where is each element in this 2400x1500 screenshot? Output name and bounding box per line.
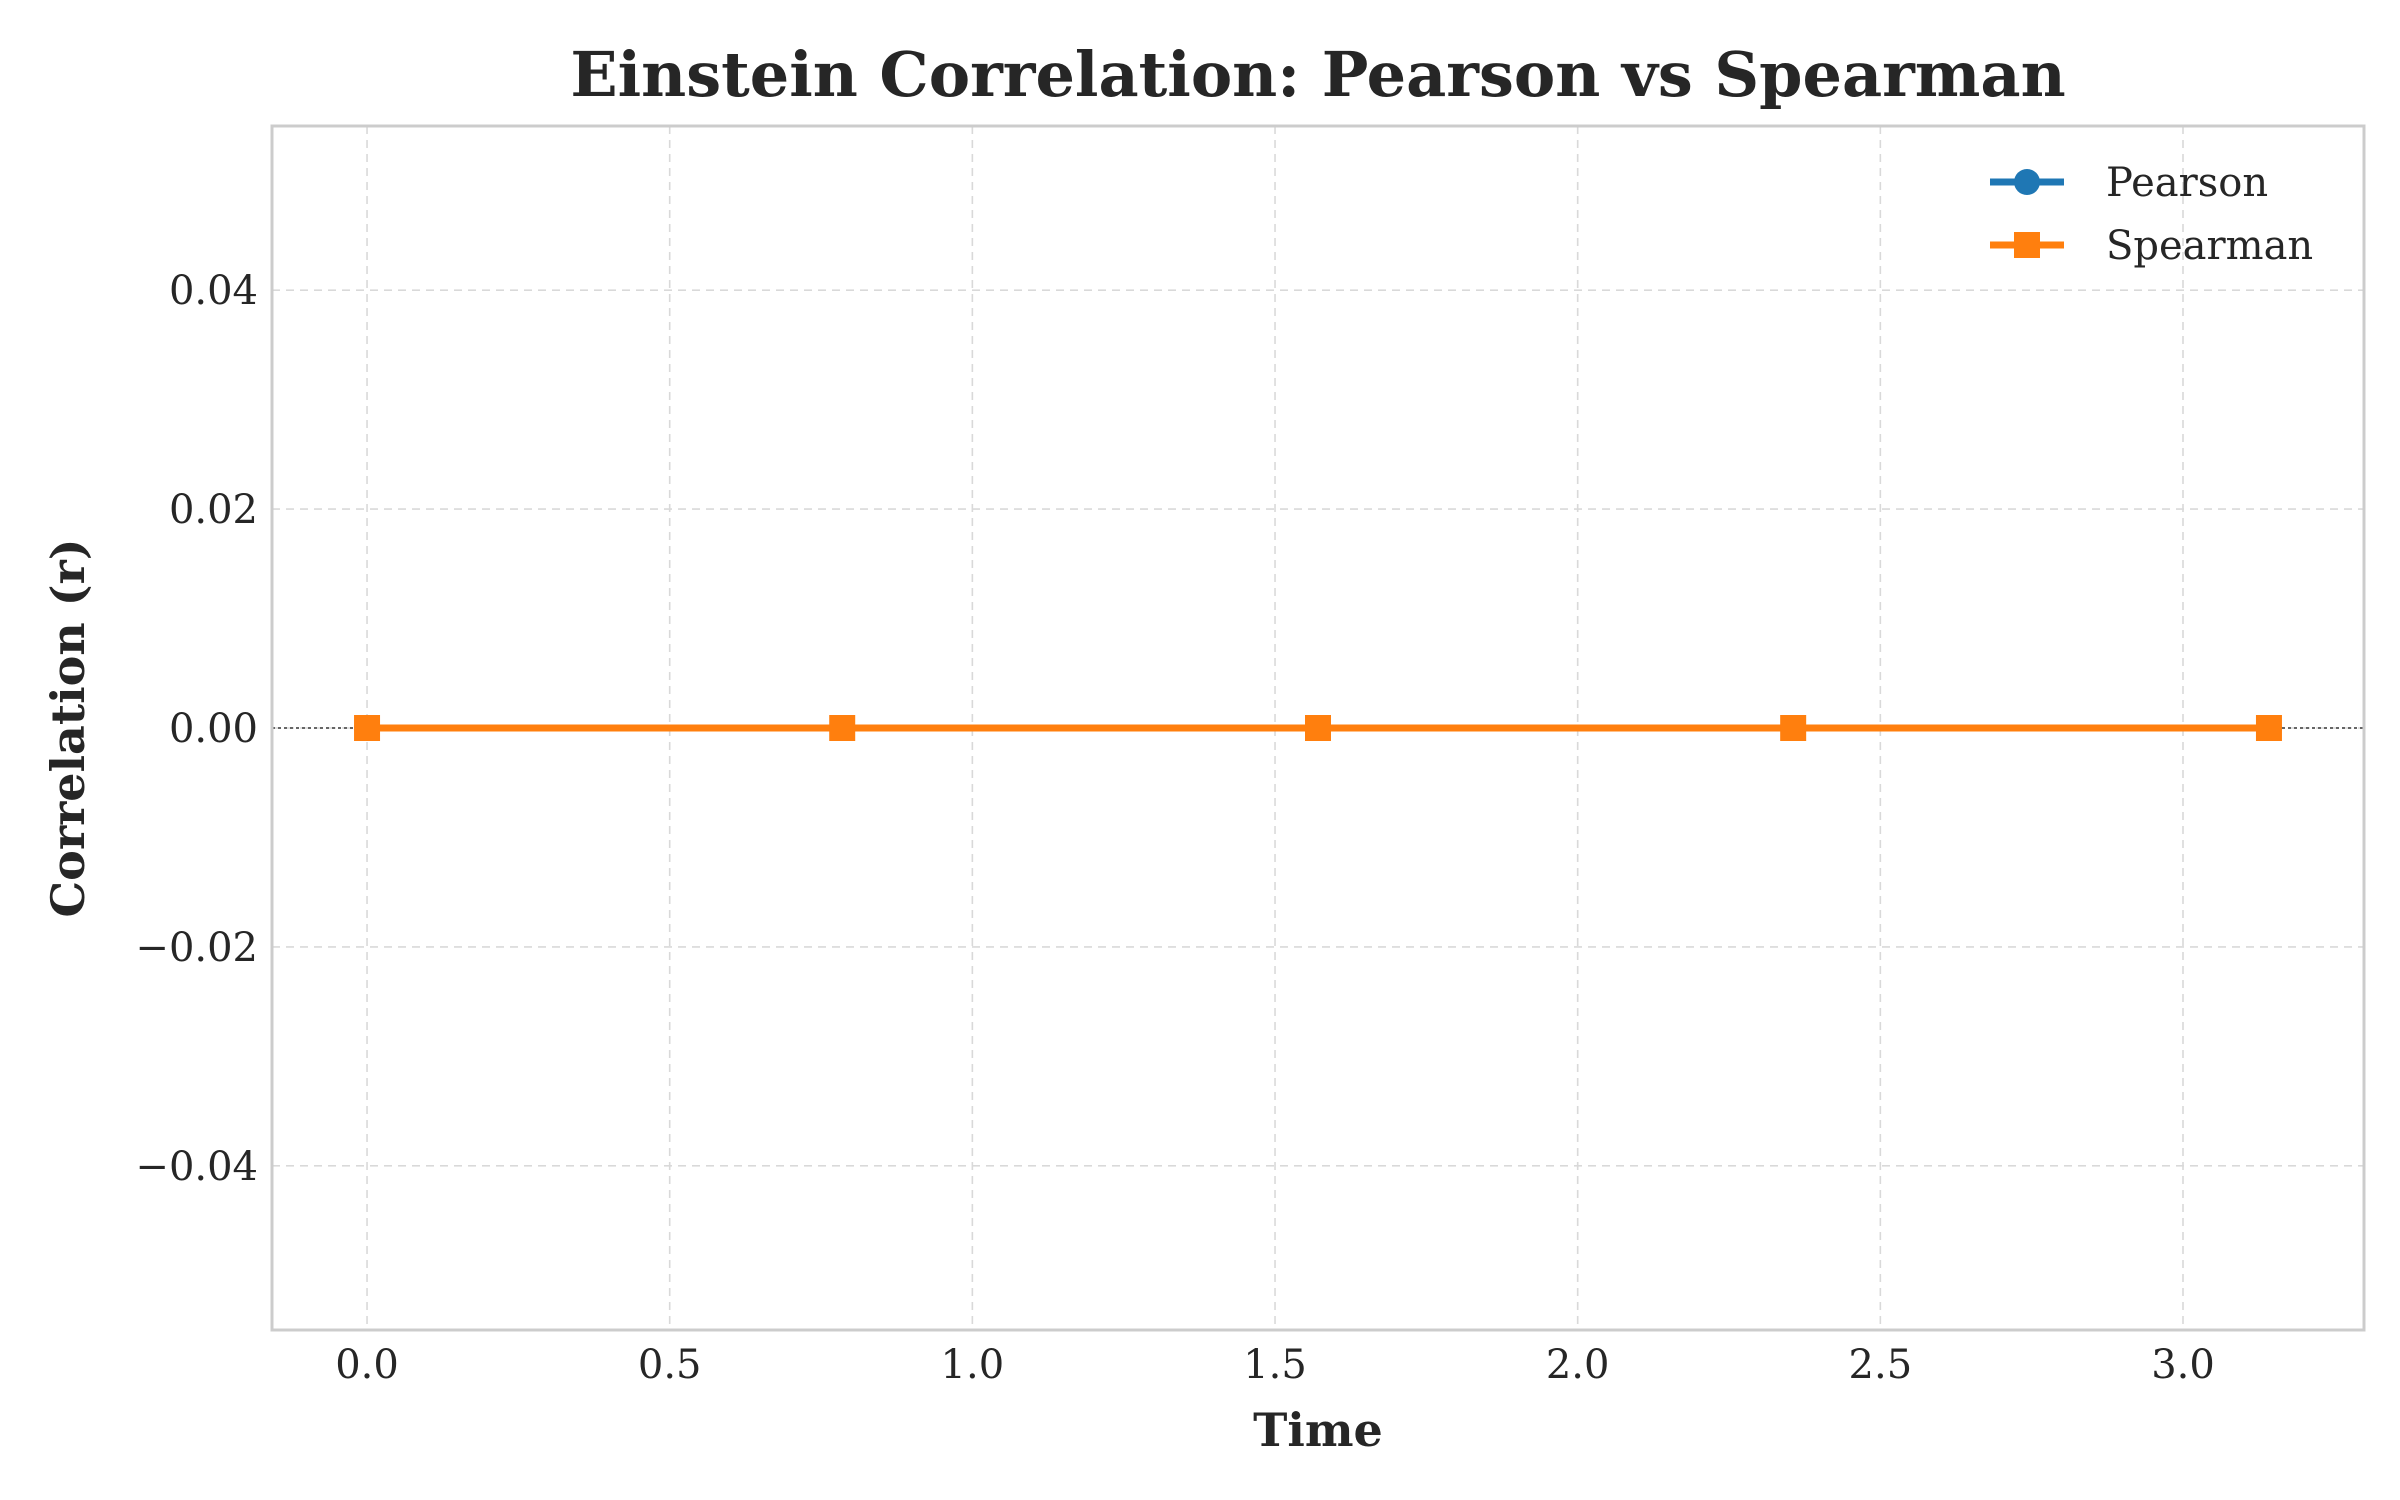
spearman-point: [829, 715, 856, 741]
legend-label: Spearman: [2106, 223, 2313, 269]
y-tick-label: 0.00: [169, 706, 258, 752]
x-tick-label: 1.5: [1243, 1342, 1307, 1388]
x-tick-label: 2.0: [1546, 1342, 1610, 1388]
x-tick-label: 3.0: [2151, 1342, 2215, 1388]
y-axis-label: Correlation (r): [41, 539, 95, 918]
series-layer: [354, 715, 2282, 741]
plot-area-frame: [270, 124, 2366, 1332]
spearman-point: [354, 715, 381, 741]
y-tick-label: −0.02: [135, 925, 258, 971]
y-tick-label: 0.04: [169, 268, 258, 314]
legend: Pearson Spearman: [1990, 160, 2313, 269]
chart-title: Einstein Correlation: Pearson vs Spearma…: [570, 38, 2065, 111]
legend-label: Pearson: [2106, 160, 2268, 206]
y-tick-label: −0.04: [135, 1144, 258, 1190]
x-tick-label: 1.0: [941, 1342, 1005, 1388]
series-spearman: [354, 715, 2282, 741]
spearman-point: [1305, 715, 1331, 741]
x-tick-label: 2.5: [1849, 1342, 1913, 1388]
y-axis-ticks: −0.04 −0.02 0.00 0.02 0.04: [135, 268, 258, 1190]
x-axis-label: Time: [1253, 1403, 1383, 1457]
legend-swatch-marker: [2014, 169, 2040, 195]
x-tick-label: 0.5: [638, 1342, 702, 1388]
legend-entry-spearman: Spearman: [1990, 223, 2313, 269]
x-tick-label: 0.0: [335, 1342, 399, 1388]
legend-swatch-marker: [2014, 232, 2040, 258]
legend-entry-pearson: Pearson: [1990, 160, 2268, 206]
spearman-point: [2255, 715, 2282, 741]
y-tick-label: 0.02: [169, 487, 258, 533]
x-axis-ticks: 0.0 0.5 1.0 1.5 2.0 2.5 3.0: [335, 1342, 2215, 1388]
spearman-point: [1780, 715, 1807, 741]
